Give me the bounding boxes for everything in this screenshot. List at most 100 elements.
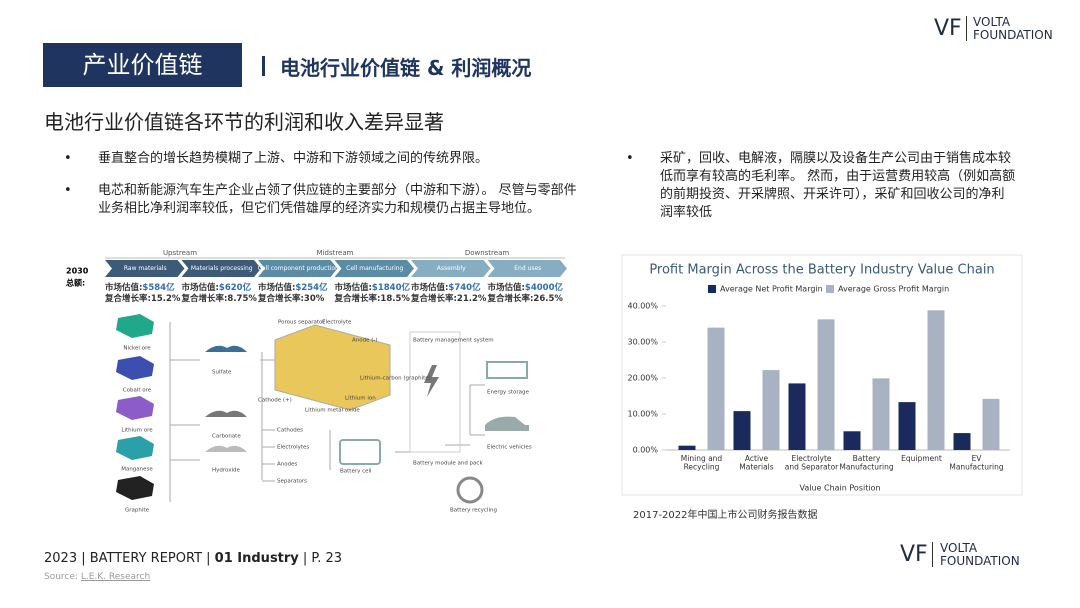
step-arrow	[181, 260, 261, 277]
bullet-text: 垂直整合的增长趋势模糊了上游、中游和下游领域之间的传统界限。	[98, 151, 489, 166]
cagr-value: 26.5%	[533, 294, 563, 304]
bar	[788, 383, 806, 450]
bar	[872, 378, 890, 450]
x-tick-label: Equipment	[901, 454, 942, 463]
step-arrow	[334, 260, 414, 277]
step-label: End uses	[514, 265, 541, 272]
cagr-label: 复合增长率:	[334, 293, 381, 304]
diagram-label: Anodes	[277, 462, 297, 468]
bar	[733, 411, 751, 450]
logo-line2: FOUNDATION	[973, 28, 1053, 42]
powder	[205, 410, 247, 417]
step-arrow	[487, 260, 567, 277]
diagram-label: Cathode (+)	[258, 398, 292, 404]
cagr-row: 复合增长率:15.2%	[104, 293, 181, 304]
step-arrow	[411, 260, 491, 277]
cagr-label: 复合增长率:	[257, 293, 304, 304]
footer-logo-mark: VF	[900, 542, 933, 567]
bullet: • 垂直整合的增长趋势模糊了上游、中游和下游领域之间的传统界限。	[64, 151, 489, 166]
source: L.E.K. Research	[80, 572, 151, 582]
cagr-label: 复合增长率:	[104, 293, 151, 304]
market-value: $254亿	[295, 282, 328, 293]
ore	[116, 396, 154, 420]
cagr-value: 15.2%	[151, 294, 181, 304]
recycle-icon	[456, 476, 484, 504]
bullets-right: • 采矿，回收、电解液，隔膜以及设备生产公司由于销售成本较低而享有较高的毛利率。 …	[626, 150, 1016, 222]
diagram-label: Electric vehicles	[487, 445, 532, 451]
diagram-label: Anode (-)	[352, 338, 378, 344]
market-label: 市场估值:	[182, 282, 219, 293]
battery-cell-icon	[339, 439, 381, 465]
ore	[116, 314, 154, 338]
legend-swatch	[826, 285, 834, 293]
market-label: 市场估值:	[258, 282, 295, 293]
total-year: 2030	[66, 267, 89, 276]
diagram-label: Lithium metal oxide	[305, 408, 360, 414]
stage-label: Upstream	[163, 249, 197, 257]
diagram-label: Battery module and pack	[413, 461, 483, 467]
car-icon	[485, 416, 529, 431]
x-tick-label: Active Materials	[739, 454, 773, 472]
legend-label: Average Net Profit Margin	[720, 285, 823, 294]
cagr-label: 复合增长率:	[410, 293, 457, 304]
diagram-label: Carbonate	[212, 434, 241, 440]
market-row: 市场估值:$254亿	[258, 282, 328, 293]
diagram-label: Electrolytes	[277, 445, 309, 451]
diagram-label: Lithium ion	[345, 396, 376, 402]
market-value: $620亿	[219, 282, 252, 293]
diagram-label: Hydroxide	[212, 468, 240, 474]
diagram-label: Cathodes	[277, 428, 303, 434]
footer-source: Source: L.E.K. Research	[44, 572, 150, 582]
section-tag-text: 产业价值链	[82, 51, 203, 79]
logo-line1: VOLTA	[973, 15, 1011, 29]
y-tick-label: 20.00%	[627, 374, 658, 383]
section-tag	[43, 43, 242, 87]
powder	[205, 445, 247, 452]
market-row: 市场估值:$584亿	[105, 282, 175, 293]
diagram-label: Lithium-carbon (graphite)	[360, 376, 431, 382]
chart-source: 2017-2022年中国上市公司财务报告数据	[633, 510, 818, 521]
bullet: • 电芯和新能源汽车生产企业占领了供应链的主要部分（中游和下游）。 尽管与零部件业…	[64, 182, 584, 218]
bullet: • 采矿，回收、电解液，隔膜以及设备生产公司由于销售成本较低而享有较高的毛利率。 …	[626, 151, 1016, 220]
x-axis-title: Value Chain Position	[799, 484, 880, 493]
cagr-row: 复合增长率:18.5%	[334, 293, 411, 304]
storage-icon	[486, 361, 528, 379]
chart-title: Profit Margin Across the Battery Industr…	[649, 263, 994, 278]
diagram-label: Battery cell	[340, 469, 372, 475]
bar	[817, 319, 835, 450]
powder	[205, 345, 247, 352]
footer-logo-line2: FOUNDATION	[940, 554, 1020, 568]
market-value: $4000亿	[525, 282, 564, 293]
diagram-label: Battery management system	[413, 338, 494, 344]
step-arrow	[105, 260, 185, 277]
y-tick-label: 40.00%	[627, 302, 658, 311]
x-tick-label: Battery Manufacturing	[839, 454, 894, 472]
market-row: 市场估值:$740亿	[411, 282, 481, 293]
cagr-label: 复合增长率:	[181, 293, 228, 304]
diagram-label: Sulfate	[212, 370, 232, 376]
market-label: 市场估值:	[488, 282, 525, 293]
bullet-text: 电芯和新能源汽车生产企业占领了供应链的主要部分（中游和下游）。 尽管与零部件业务…	[98, 183, 577, 216]
step-label: Cell component production	[258, 265, 339, 272]
market-value: $1840亿	[372, 282, 411, 293]
market-label: 市场估值:	[335, 282, 372, 293]
footer-section: 01 Industry	[214, 551, 299, 566]
cagr-value: 8.75%	[227, 294, 257, 304]
cagr-value: 18.5%	[380, 294, 410, 304]
subtitle: 电池行业价值链各环节的利润和收入差异显著	[44, 110, 444, 134]
total-label: 总额:	[66, 278, 85, 288]
bar	[953, 433, 971, 450]
ore	[116, 436, 154, 460]
diagram-label: Electrolyte	[322, 320, 352, 326]
step-label: Cell manufacturing	[346, 265, 403, 272]
bar	[762, 370, 780, 450]
value-chain-diagram: Upstream Midstream Downstream Raw materials…	[66, 249, 567, 514]
step-label: Assembly	[437, 265, 466, 272]
x-tick-label: Mining and Recycling	[681, 454, 723, 472]
bar	[927, 310, 945, 450]
bolt	[424, 365, 439, 397]
bar	[843, 431, 861, 450]
market-value: $584亿	[142, 282, 175, 293]
stage-label: Downstream	[465, 249, 510, 257]
